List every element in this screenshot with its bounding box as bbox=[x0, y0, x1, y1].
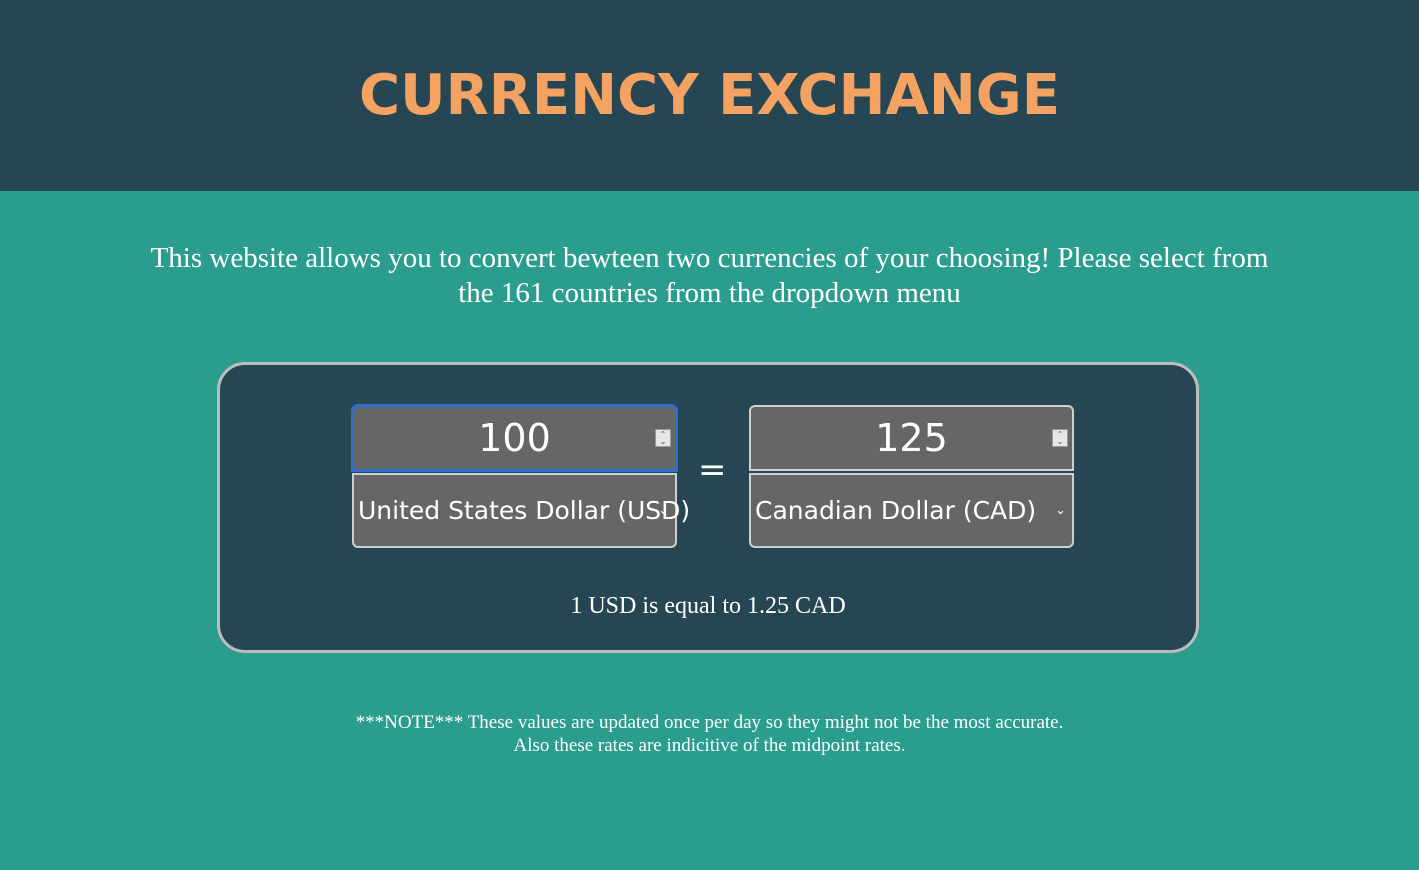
equals-sign: = bbox=[698, 450, 727, 490]
to-currency-select[interactable]: Canadian Dollar (CAD) ⌄ bbox=[749, 473, 1074, 548]
from-amount-input[interactable]: 100 ⌃ ⌄ bbox=[352, 405, 677, 471]
to-column: 125 ⌃ ⌄ Canadian Dollar (CAD) ⌄ bbox=[749, 405, 1074, 548]
to-amount-value: 125 bbox=[875, 416, 948, 460]
number-spinner-icon[interactable]: ⌃ ⌄ bbox=[655, 429, 671, 447]
chevron-down-icon: ⌄ bbox=[658, 503, 669, 518]
chevron-down-icon: ⌄ bbox=[1055, 503, 1066, 518]
from-currency-select[interactable]: United States Dollar (USD) ⌄ bbox=[352, 473, 690, 548]
to-currency-label: Canadian Dollar (CAD) bbox=[755, 496, 1037, 525]
number-spinner-icon[interactable]: ⌃ ⌄ bbox=[1052, 429, 1068, 447]
from-amount-value: 100 bbox=[478, 416, 551, 460]
note-line-1: ***NOTE*** These values are updated once… bbox=[355, 712, 1064, 733]
converter-panel: 100 ⌃ ⌄ United States Dollar (USD) ⌄ = 12… bbox=[217, 362, 1199, 653]
note-text: ***NOTE*** These values are updated once… bbox=[200, 711, 1219, 757]
exchange-rate-text: 1 USD is equal to 1.25 CAD bbox=[570, 593, 846, 619]
from-currency-label: United States Dollar (USD) bbox=[358, 496, 691, 525]
page-title: CURRENCY EXCHANGE bbox=[359, 62, 1060, 128]
note-line-2: Also these rates are indicitive of the m… bbox=[513, 735, 906, 756]
intro-text: This website allows you to convert bewte… bbox=[150, 242, 1269, 309]
from-column: 100 ⌃ ⌄ United States Dollar (USD) ⌄ bbox=[352, 405, 690, 548]
site-header: CURRENCY EXCHANGE bbox=[0, 0, 1419, 191]
to-amount-input[interactable]: 125 ⌃ ⌄ bbox=[749, 405, 1074, 471]
